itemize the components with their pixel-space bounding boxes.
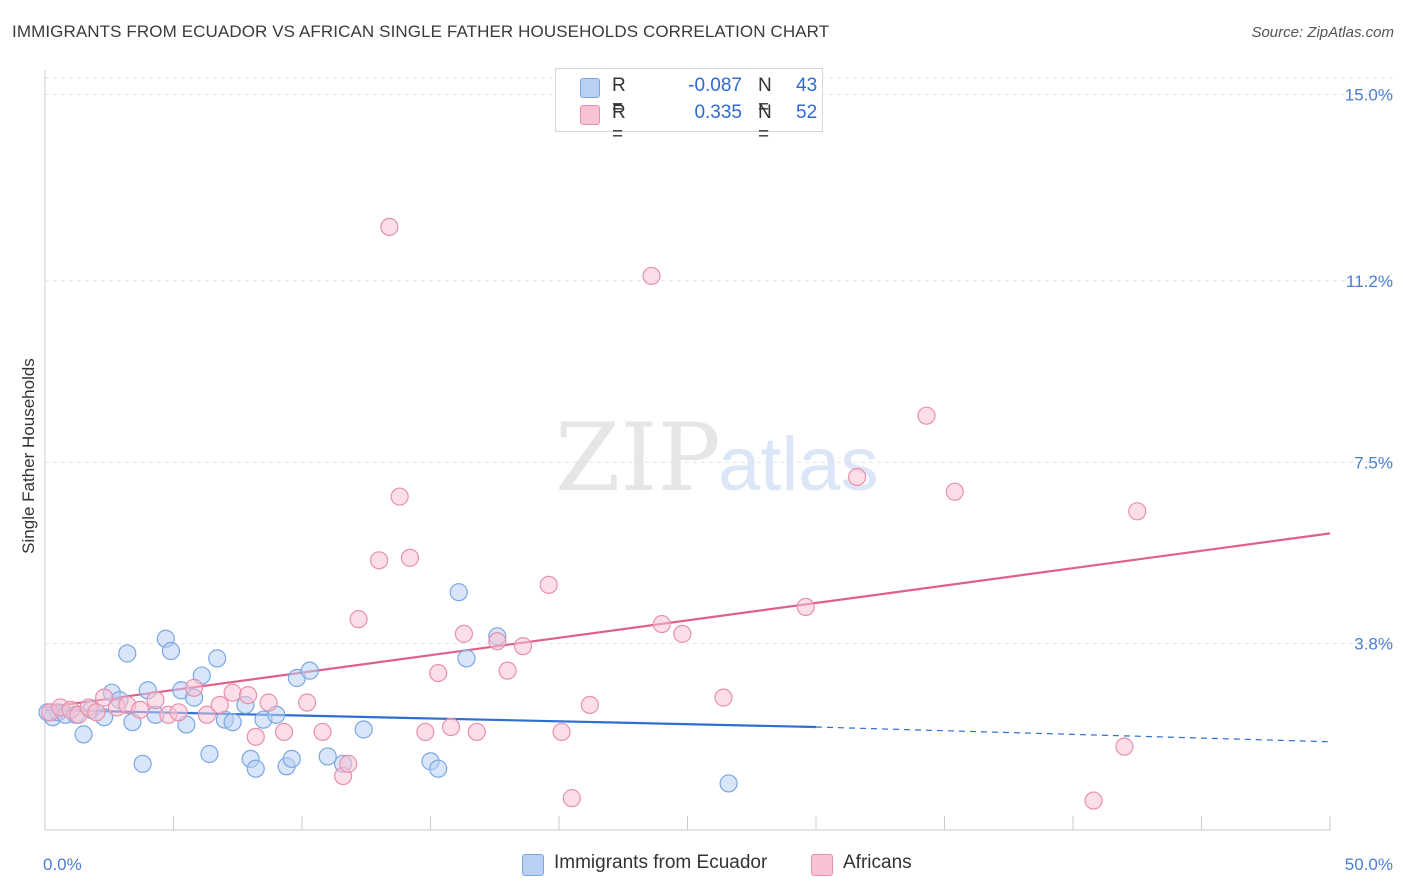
point-africans xyxy=(87,703,106,722)
y-axis-label: Single Father Households xyxy=(19,358,38,554)
trend-line-ecuador-extension xyxy=(815,726,1331,743)
point-ecuador xyxy=(74,725,93,744)
legend-r-label: R = xyxy=(612,102,626,145)
bottom-legend-label-ecuador: Immigrants from Ecuador xyxy=(554,852,768,873)
legend-n-label: N = xyxy=(758,102,772,145)
point-africans xyxy=(146,690,165,710)
point-ecuador xyxy=(223,713,242,732)
legend-swatch-africans xyxy=(580,105,600,125)
point-ecuador xyxy=(200,744,219,764)
bottom-legend-label-africans: Africans xyxy=(843,852,912,873)
point-africans xyxy=(238,686,258,705)
bottom-legend-swatch-ecuador xyxy=(522,854,544,876)
legend-n-value: 52 xyxy=(796,102,818,123)
point-africans xyxy=(390,487,409,506)
point-ecuador xyxy=(300,661,319,680)
point-africans xyxy=(513,637,533,656)
legend: R = -0.087 N = 43 R = 0.335 N = 52 xyxy=(555,68,823,145)
point-ecuador xyxy=(161,641,181,661)
y-tick-label: 11.2% xyxy=(1346,272,1393,291)
point-africans xyxy=(796,597,815,617)
point-africans xyxy=(642,266,661,286)
point-africans xyxy=(848,467,867,487)
source-label: Source: ZipAtlas.com xyxy=(1251,24,1394,41)
point-africans xyxy=(552,722,571,742)
point-africans xyxy=(429,663,448,683)
legend-n-label: N = xyxy=(758,75,772,118)
point-africans xyxy=(298,693,317,712)
legend-r-value: -0.087 xyxy=(688,75,742,96)
point-ecuador xyxy=(282,749,301,769)
y-tick-label: 15.0% xyxy=(1345,86,1393,105)
point-ecuador xyxy=(208,649,227,668)
point-ecuador xyxy=(133,754,152,773)
point-africans xyxy=(246,727,265,746)
point-africans xyxy=(349,610,368,629)
point-africans xyxy=(197,705,217,724)
point-africans xyxy=(1115,737,1134,756)
point-africans xyxy=(580,695,599,715)
point-africans xyxy=(714,688,733,707)
point-africans xyxy=(488,632,507,651)
point-ecuador xyxy=(457,649,476,668)
point-africans xyxy=(454,624,474,643)
point-africans xyxy=(274,722,294,742)
point-ecuador xyxy=(118,644,137,663)
point-africans xyxy=(917,406,936,425)
point-ecuador xyxy=(429,759,448,778)
point-africans xyxy=(259,693,278,712)
point-africans xyxy=(562,789,581,808)
bottom-legend-swatch-africans xyxy=(811,854,833,876)
legend-swatch-ecuador xyxy=(580,78,600,98)
point-africans xyxy=(467,722,486,742)
point-africans xyxy=(400,548,420,567)
point-ecuador xyxy=(318,747,337,766)
x-tick-label: 0.0% xyxy=(43,855,82,874)
point-ecuador xyxy=(354,720,373,739)
watermark: ZIP atlas xyxy=(555,404,879,513)
watermark-atlas: atlas xyxy=(718,422,879,507)
point-africans xyxy=(370,551,389,570)
point-africans xyxy=(539,575,558,594)
watermark-zip: ZIP xyxy=(555,404,721,513)
point-africans xyxy=(945,482,964,501)
point-africans xyxy=(652,614,671,634)
point-africans xyxy=(1128,502,1147,521)
point-ecuador xyxy=(246,759,265,778)
point-africans xyxy=(169,703,188,722)
y-tick-label: 3.8% xyxy=(1354,635,1393,654)
point-africans xyxy=(498,661,517,680)
point-africans xyxy=(130,700,150,719)
point-africans xyxy=(339,754,358,773)
point-africans xyxy=(441,717,461,737)
point-africans xyxy=(95,688,114,707)
point-africans xyxy=(1084,791,1103,810)
point-africans xyxy=(380,217,399,237)
point-africans xyxy=(673,624,692,643)
point-ecuador xyxy=(719,774,738,793)
legend-n-value: 43 xyxy=(796,75,818,96)
point-africans xyxy=(184,678,204,697)
trend-line-africans xyxy=(44,532,1331,709)
point-ecuador xyxy=(449,583,468,602)
point-africans xyxy=(210,695,229,715)
y-tick-label: 7.5% xyxy=(1354,453,1393,472)
point-africans xyxy=(223,683,242,702)
point-africans xyxy=(416,722,435,742)
x-tick-label: 50.0% xyxy=(1345,855,1393,874)
legend-r-label: R = xyxy=(612,75,626,118)
point-africans xyxy=(313,722,332,742)
chart-title: IMMIGRANTS FROM ECUADOR VS AFRICAN SINGL… xyxy=(12,22,830,41)
legend-r-value: 0.335 xyxy=(694,102,742,123)
